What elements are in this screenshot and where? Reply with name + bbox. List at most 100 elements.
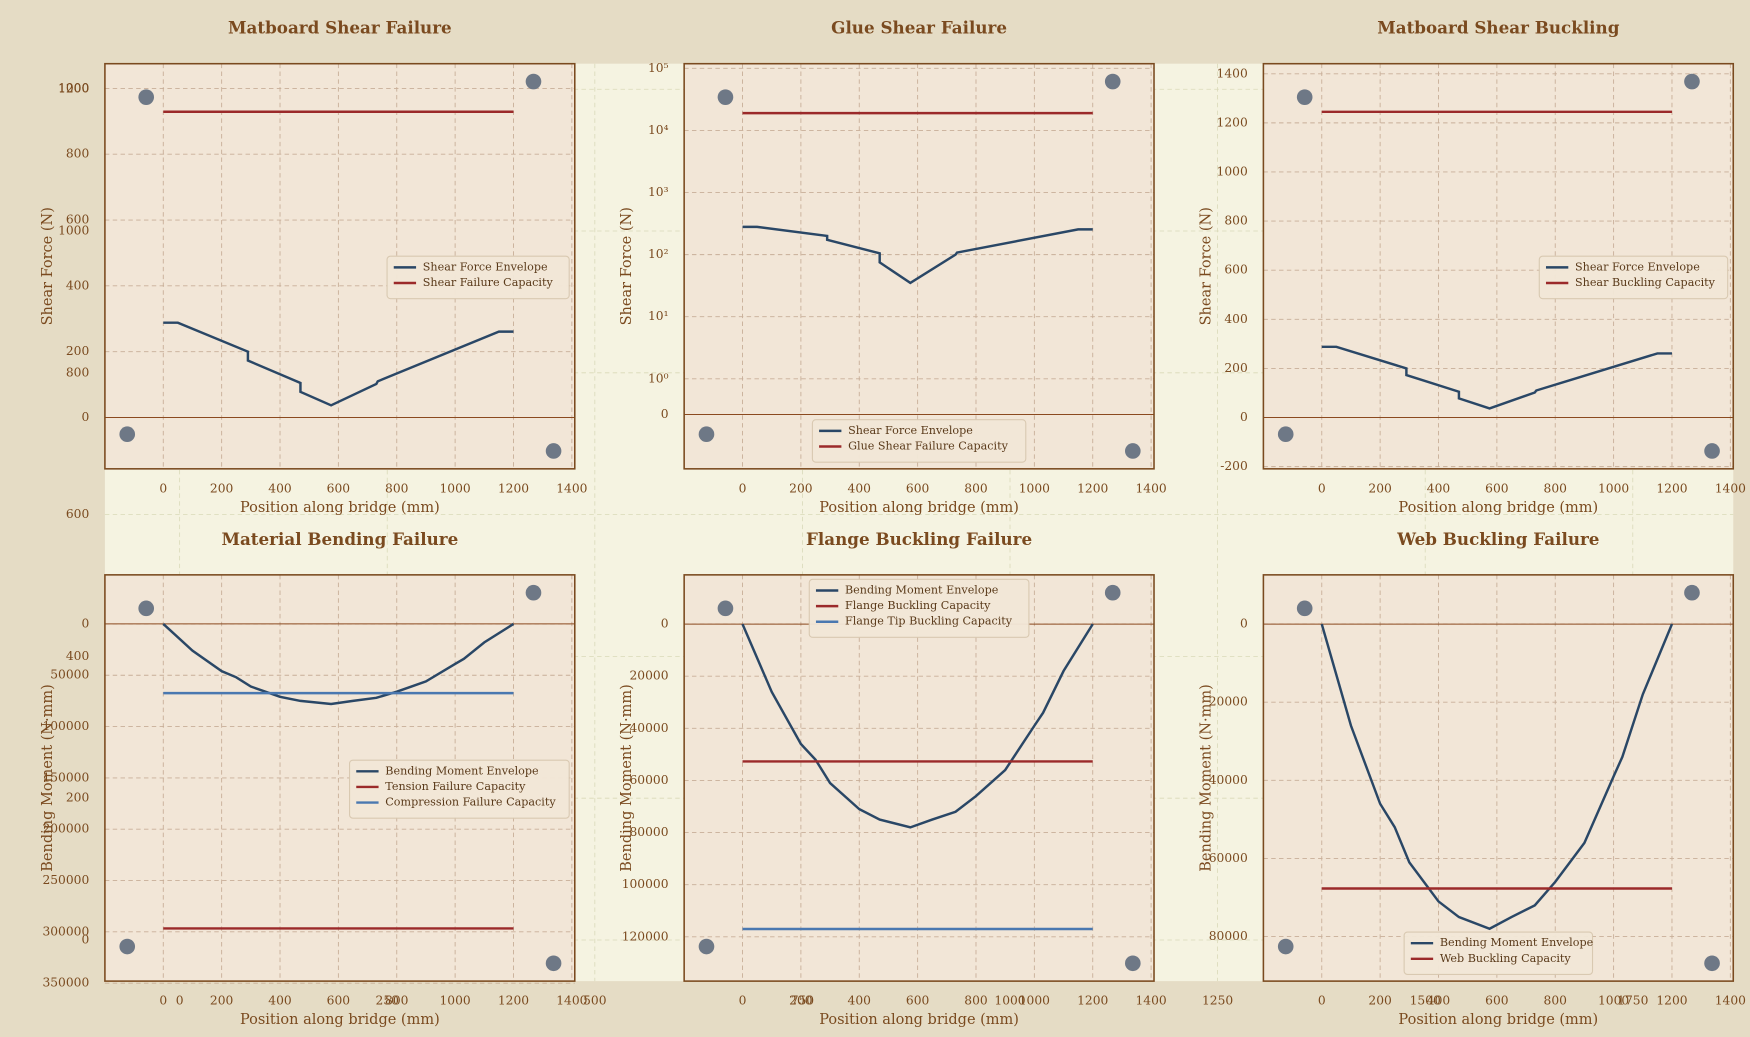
bg-x-tick-label: 500 (583, 994, 606, 1008)
y-tick-label: 400 (66, 278, 89, 292)
corner-marker (1684, 73, 1700, 90)
x-tick-label: 0 (1318, 481, 1326, 495)
legend-label: Flange Tip Buckling Capacity (845, 615, 1013, 628)
x-tick-label: 200 (789, 481, 812, 495)
y-tick-label: 80000 (1209, 929, 1248, 943)
x-tick-label: 1400 (556, 994, 587, 1008)
y-tick-label: 40000 (1209, 773, 1248, 787)
x-tick-label: 800 (964, 994, 987, 1008)
y-axis-label: Shear Force (N) (40, 207, 56, 325)
y-tick-label: 40000 (629, 721, 668, 735)
x-tick-label: 400 (848, 481, 871, 495)
y-tick-label: 400 (1224, 312, 1247, 326)
y-tick-label: 10⁰ (648, 371, 669, 385)
x-tick-label: 1400 (1715, 481, 1746, 495)
bg-x-tick-label: 1000 (994, 994, 1025, 1008)
x-tick-label: 1000 (440, 481, 471, 495)
x-tick-label: 400 (1427, 481, 1450, 495)
y-tick-label: 20000 (1209, 695, 1248, 709)
subplot: Material Bending Failure 0 200 400 600 800 100… (40, 529, 587, 1028)
y-axis-label: Bending Moment (N·mm) (40, 684, 56, 872)
axes-frame (683, 62, 1155, 470)
y-tick-label: 100000 (622, 877, 669, 891)
corner-marker (1277, 426, 1294, 443)
y-tick-label: 200000 (42, 822, 89, 836)
bg-x-tick-label: 250 (376, 994, 399, 1008)
bg-x-tick-label: 750 (791, 994, 814, 1008)
legend-box (1403, 931, 1594, 975)
y-tick-label: 120000 (622, 929, 669, 943)
chart-title: Glue Shear Failure (831, 18, 1007, 38)
corner-marker (525, 73, 542, 90)
x-tick-label: 0 (1318, 994, 1326, 1008)
x-axis-label: Position along bridge (mm) (240, 500, 440, 516)
axes-frame (1262, 62, 1735, 470)
legend-label: Bending Moment Envelope (1440, 936, 1594, 949)
x-tick-label: 600 (906, 481, 929, 495)
legend: Bending Moment Envelope Web Buckling Capa… (1403, 931, 1594, 975)
legend-label: Bending Moment Envelope (845, 583, 999, 596)
legend-label: Shear Force Envelope (423, 260, 548, 273)
bg-y-tick-label: 400 (66, 649, 89, 663)
x-tick-label: 1000 (1019, 994, 1050, 1008)
axes-frame (683, 574, 1155, 982)
bg-y-tick-label: 600 (66, 507, 89, 521)
chart-title: Web Buckling Failure (1396, 529, 1599, 549)
x-axis-label: Position along bridge (mm) (240, 1012, 440, 1028)
legend-label: Glue Shear Failure Capacity (848, 440, 1008, 453)
legend-label: Web Buckling Capacity (1440, 952, 1572, 965)
x-tick-label: 400 (268, 481, 291, 495)
legend: Bending Moment Envelope Tension Failure C… (348, 759, 570, 819)
y-tick-label: 50000 (50, 668, 89, 682)
y-tick-label: 300000 (42, 924, 89, 938)
y-tick-label: 0 (1240, 617, 1248, 631)
corner-marker (1684, 584, 1700, 601)
x-tick-label: 600 (1485, 481, 1508, 495)
y-tick-label: 0 (1240, 410, 1248, 424)
legend-box (348, 759, 570, 819)
corner-marker (717, 89, 734, 105)
x-tick-label: 0 (159, 481, 167, 495)
bg-x-tick-label: 1750 (1617, 994, 1648, 1008)
axes-frame (104, 62, 576, 470)
x-tick-label: 0 (739, 481, 747, 495)
subplot: Matboard Shear Buckling 0 200 400 600 800 1000… (1198, 18, 1745, 516)
y-tick-label: 150000 (42, 770, 89, 784)
x-tick-label: 600 (1485, 994, 1508, 1008)
series-line (1321, 345, 1672, 410)
y-tick-label: 10⁴ (648, 123, 669, 137)
legend: Bending Moment Envelope Flange Buckling C… (808, 578, 1030, 638)
x-tick-label: 800 (385, 994, 408, 1008)
corner-marker (1296, 89, 1313, 105)
y-tick-label: 0 (81, 616, 89, 630)
bg-x-tick-label: 0 (176, 994, 184, 1008)
x-tick-label: 200 (1368, 481, 1391, 495)
y-tick-label: 60000 (1209, 851, 1248, 865)
series-line (741, 623, 1094, 829)
x-tick-label: 800 (964, 481, 987, 495)
x-axis-label: Position along bridge (mm) (819, 1012, 1019, 1028)
y-tick-label: 80000 (629, 825, 668, 839)
corner-marker (1704, 443, 1720, 459)
x-tick-label: 600 (327, 994, 350, 1008)
x-tick-label: 1200 (1656, 994, 1687, 1008)
corner-marker (545, 955, 562, 972)
y-tick-label: 60000 (629, 773, 668, 787)
x-tick-label: 1000 (1598, 481, 1629, 495)
y-tick-label: -200 (1220, 459, 1248, 473)
y-tick-label: 10³ (648, 185, 669, 199)
legend: Shear Force Envelope Glue Shear Failure C… (811, 419, 1027, 463)
bg-x-tick-label: 1500 (1410, 994, 1441, 1008)
x-tick-label: 600 (327, 481, 350, 495)
legend-label: Shear Force Envelope (848, 424, 973, 437)
bg-y-tick-label: 1000 (58, 224, 89, 238)
chart-title: Material Bending Failure (221, 529, 458, 549)
axes-face (1263, 574, 1734, 982)
y-tick-label: 1000 (58, 81, 89, 95)
series-line (1320, 623, 1674, 931)
chart-title: Matboard Shear Failure (228, 18, 452, 38)
corner-marker (1704, 955, 1720, 972)
x-tick-label: 200 (210, 481, 233, 495)
axes-frame (1262, 574, 1735, 982)
corner-marker (138, 600, 155, 617)
